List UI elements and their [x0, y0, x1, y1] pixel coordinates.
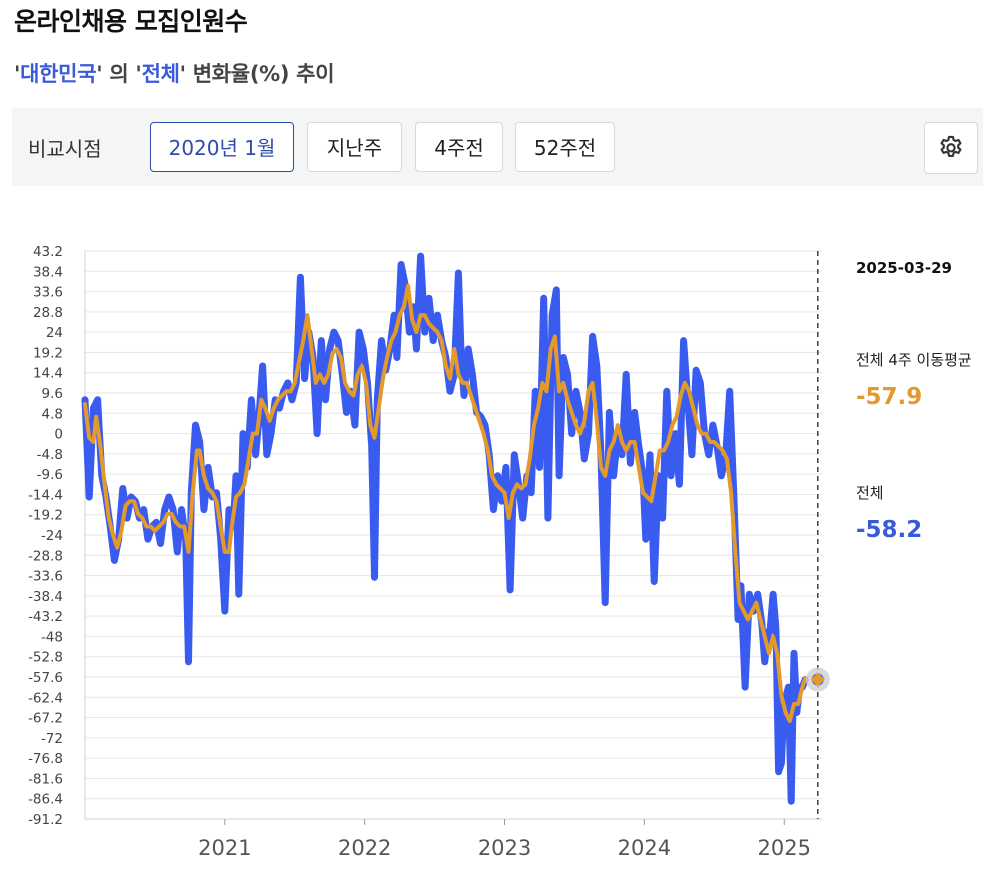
y-tick-label: -57.6: [28, 670, 63, 686]
series-line-total: [81, 252, 809, 805]
y-tick-label: -28.8: [28, 548, 63, 564]
y-tick-label: -14.4: [28, 487, 63, 503]
moving-average-label: 전체 4주 이동평균: [856, 351, 972, 369]
y-tick-label: 38.4: [33, 264, 63, 280]
gear-icon: [940, 135, 962, 157]
quote-close-2: ': [179, 62, 186, 86]
compare-4-weeks-button[interactable]: 4주전: [415, 122, 503, 172]
comparison-label: 비교시점: [28, 137, 102, 161]
compare-last-week-button[interactable]: 지난주: [307, 122, 402, 172]
y-tick-label: -24: [41, 528, 63, 544]
y-tick-label: 4.8: [42, 406, 63, 422]
x-tick-label: 2024: [618, 836, 671, 860]
y-tick-label: 43.2: [33, 244, 63, 260]
y-tick-label: -52.8: [28, 650, 63, 666]
total-label: 전체: [856, 484, 884, 502]
y-tick-label: -4.8: [37, 447, 63, 463]
y-tick-label: -86.4: [28, 792, 63, 808]
settings-button[interactable]: [924, 122, 978, 174]
y-tick-label: -81.6: [28, 771, 63, 787]
moving-average-value: -57.9: [856, 384, 923, 410]
x-tick-label: 2021: [198, 836, 251, 860]
quote-open-1: ': [14, 62, 21, 86]
total-value: -58.2: [856, 517, 923, 543]
y-tick-label: -67.2: [28, 711, 63, 727]
region-name: 대한민국: [20, 62, 97, 86]
category-name: 전체: [141, 62, 180, 86]
compare-52-weeks-button[interactable]: 52주전: [515, 122, 615, 172]
page-title: 온라인채용 모집인원수: [14, 7, 248, 36]
y-tick-label: 14.4: [33, 366, 63, 382]
compare-2020-jan-button[interactable]: 2020년 1월: [150, 122, 294, 172]
y-tick-label: -62.4: [28, 690, 63, 706]
y-tick-label: 19.2: [33, 345, 63, 361]
y-tick-label: -43.2: [28, 609, 63, 625]
y-tick-label: -72: [41, 731, 63, 747]
y-tick-label: 9.6: [42, 386, 63, 402]
chart-subtitle: '대한민국' 의 '전체' 변화율(%) 추이: [14, 58, 335, 88]
y-tick-label: 33.6: [33, 285, 63, 301]
y-tick-label: -19.2: [28, 508, 63, 524]
y-tick-label: -9.6: [37, 467, 63, 483]
y-tick-label: 0: [54, 427, 63, 443]
cursor-date: 2025-03-29: [856, 259, 952, 277]
quote-close-1: ': [96, 62, 103, 86]
series-line-moving-average: [83, 283, 808, 723]
y-tick-label: -76.8: [28, 751, 63, 767]
y-tick-label: -38.4: [28, 589, 63, 605]
y-tick-label: 24: [46, 325, 63, 341]
subtitle-mid: 의: [102, 62, 136, 86]
y-tick-label: -33.6: [28, 569, 63, 585]
cursor-marker-moving-average: [810, 672, 825, 687]
x-tick-label: 2025: [758, 836, 811, 860]
comparison-toolbar: 비교시점 2020년 1월 지난주 4주전 52주전: [12, 108, 983, 186]
y-tick-label: -91.2: [28, 812, 63, 828]
x-tick-label: 2022: [338, 836, 391, 860]
quote-open-2: ': [135, 62, 142, 86]
y-tick-label: -48: [41, 629, 63, 645]
x-tick-label: 2023: [478, 836, 531, 860]
subtitle-suffix: 변화율(%) 추이: [185, 62, 335, 86]
y-tick-label: 28.8: [33, 305, 63, 321]
trend-chart[interactable]: 43.2 38.4 33.6 28.8 24 19.2 14.4 9.6 4.8 0 -4.8 -9.…: [0, 225, 983, 881]
chart-container: 43.2 38.4 33.6 28.8 24 19.2 14.4 9.6 4.8 0 -4.8 -9.…: [0, 225, 983, 881]
